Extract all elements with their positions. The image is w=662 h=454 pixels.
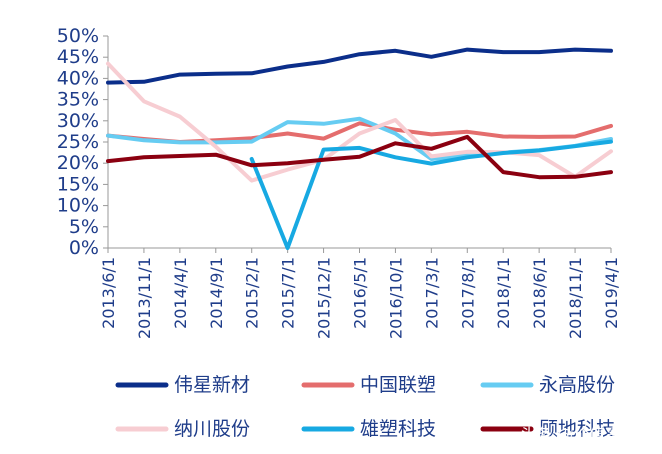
series-line-6: [106, 134, 613, 180]
x-tick-label: 2017/8/1: [458, 257, 477, 329]
x-tick-label: 2018/1/1: [494, 257, 513, 329]
y-tick-label: 0%: [69, 237, 99, 259]
legend-label: 永高股份: [539, 374, 615, 396]
y-tick-label: 15%: [57, 173, 99, 195]
legend-label: 雄塑科技: [360, 418, 436, 440]
x-tick-label: 2013/6/1: [99, 257, 118, 329]
y-tick-label: 25%: [57, 131, 99, 153]
x-tick-label: 2015/12/1: [315, 257, 334, 339]
x-tick-label: 2016/5/1: [351, 257, 370, 329]
series-line-1: [106, 47, 613, 85]
x-tick-label: 2013/11/1: [135, 257, 154, 339]
y-axis: 0%5%10%15%20%25%30%35%40%45%50%: [57, 25, 109, 259]
y-tick-label: 35%: [57, 89, 99, 111]
x-tick-label: 2015/2/1: [243, 257, 262, 329]
y-tick-label: 50%: [57, 25, 99, 47]
watermark-text: 头条 @价值事务所: [520, 425, 653, 444]
series-lines: [106, 47, 613, 250]
y-tick-label: 10%: [57, 195, 99, 217]
series-line-5: [249, 139, 613, 250]
y-tick-label: 40%: [57, 67, 99, 89]
y-tick-label: 30%: [57, 110, 99, 132]
x-axis: 2013/6/1 2013/11/1 2014/4/1 2014/9/1 2015/2/…: [99, 247, 621, 339]
y-tick-label: 5%: [69, 216, 99, 238]
y-tick-label: 45%: [57, 46, 99, 68]
x-tick-label: 2014/9/1: [207, 257, 226, 329]
x-tick-label: 2017/3/1: [422, 257, 441, 329]
x-tick-label: 2018/11/1: [566, 257, 585, 339]
x-tick-label: 2018/6/1: [530, 257, 549, 329]
x-tick-label: 2014/4/1: [171, 257, 190, 329]
legend-label: 中国联塑: [360, 374, 436, 396]
series-line-4: [106, 61, 613, 183]
legend-label: 纳川股份: [174, 418, 250, 440]
x-tick-label: 2019/4/1: [602, 257, 621, 329]
legend-label: 伟星新材: [174, 374, 250, 396]
x-tick-label: 2016/10/1: [386, 257, 405, 339]
y-tick-label: 20%: [57, 152, 99, 174]
x-tick-label: 2015/7/1: [279, 257, 298, 329]
legend-label: 顾地科技: [539, 418, 615, 440]
